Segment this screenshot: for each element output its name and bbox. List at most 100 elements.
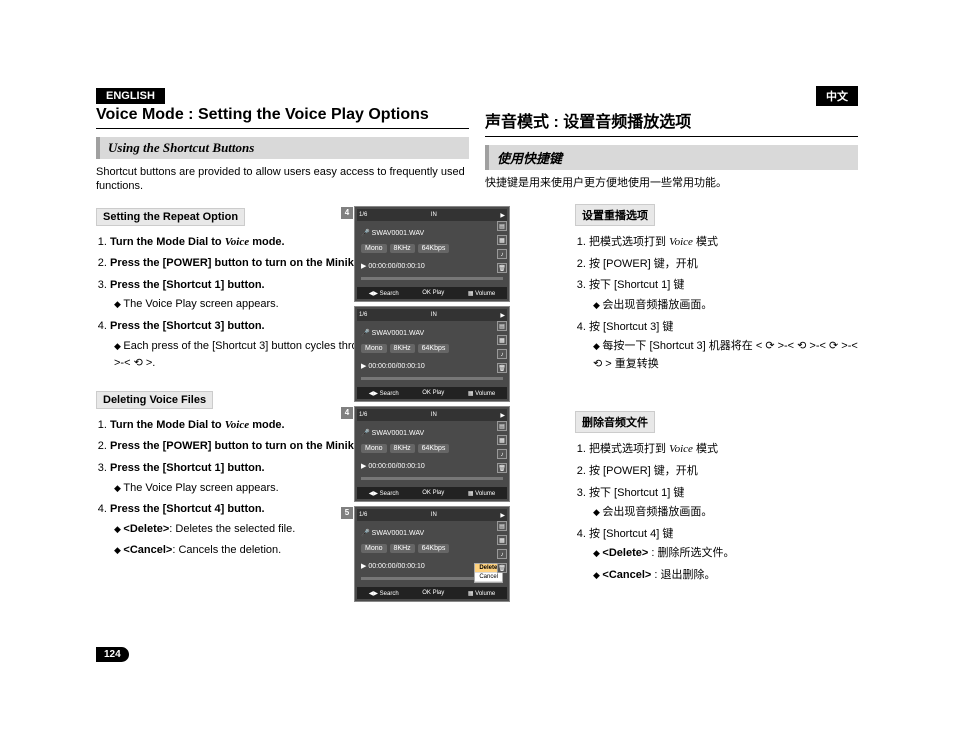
sc2-kbps: 64Kbps [418, 344, 450, 353]
sc4-count: 1/6 [359, 512, 367, 518]
page-number: 124 [96, 647, 129, 662]
intro-en: Shortcut buttons are provided to allow u… [96, 165, 469, 194]
step-badge-4b: 4 [341, 407, 353, 419]
sc3-kbps: 64Kbps [418, 444, 450, 453]
section-repeat-header-zh: 设置重播选项 [575, 204, 655, 226]
page-title-zh: 声音模式 : 设置音频播放选项 [485, 108, 858, 137]
s2-3: Press the [Shortcut 1] button. [110, 462, 265, 474]
r2-1b: 模式 [693, 443, 718, 455]
sc1-time: 00:00:00/00:00:10 [368, 263, 424, 270]
sc2-count: 1/6 [359, 312, 367, 318]
r2-4sub2k: <Cancel> [602, 569, 651, 581]
trash-icon: 🗑 [497, 363, 507, 373]
screen-3: 4 1/6IN▶ 🎤 SWAV0001.WAV Mono8KHz64Kbps ▶… [354, 406, 510, 502]
eq-icon: ♪ [497, 449, 507, 459]
repeat-steps-zh: 把模式选项打到 Voice 模式 按 [POWER] 键，开机 按下 [Shor… [575, 234, 858, 373]
r2-3: 按下 [Shortcut 1] 键 [589, 487, 684, 499]
sc4-file: 🎤 SWAV0001.WAV [357, 529, 507, 537]
s2-1mode: Voice [225, 419, 249, 431]
trash-icon: 🗑 [497, 463, 507, 473]
sc2-file: 🎤 SWAV0001.WAV [357, 329, 507, 337]
s2-1a: Turn the Mode Dial to [110, 419, 225, 431]
screen-2: 1/6IN▶ 🎤 SWAV0001.WAV Mono8KHz64Kbps ▶ 0… [354, 306, 510, 402]
r2-4sub1t: : 删除所选文件。 [648, 547, 734, 559]
section-repeat-header: Setting the Repeat Option [96, 208, 245, 226]
s2-1b: mode. [249, 419, 284, 431]
r1-3: 按下 [Shortcut 1] 键 [589, 279, 684, 291]
screen-4: 5 1/6IN▶ 🎤 SWAV0001.WAV Mono8KHz64Kbps ▶… [354, 506, 510, 602]
photo-icon: ▦ [497, 535, 507, 545]
s2-4: Press the [Shortcut 4] button. [110, 503, 265, 515]
r2-4sub1k: <Delete> [602, 547, 648, 559]
step-badge-5: 5 [341, 507, 353, 519]
sc3-in: IN [431, 412, 437, 418]
screen-1: 4 1/6IN▶ 🎤 SWAV0001.WAV Mono8KHz64Kbps ▶… [354, 206, 510, 302]
sc3-vol: ▦ Volume [468, 490, 495, 497]
sc2-time: 00:00:00/00:00:10 [368, 363, 424, 370]
subtitle-en: Using the Shortcut Buttons [96, 137, 469, 159]
r1-1mode: Voice [669, 236, 693, 248]
folder-icon: ▤ [497, 521, 507, 531]
sc1-mono: Mono [361, 244, 387, 253]
s1-3: Press the [Shortcut 1] button. [110, 279, 265, 291]
r2-4: 按 [Shortcut 4] 键 [589, 528, 673, 540]
s1-1a: Turn the Mode Dial to [110, 236, 225, 248]
lang-tag-chinese: 中文 [816, 86, 858, 106]
sc4-play: OK Play [422, 590, 444, 596]
sc4-time: 00:00:00/00:00:10 [368, 563, 424, 570]
sc1-play: OK Play [422, 290, 444, 296]
r1-1a: 把模式选项打到 [589, 236, 669, 248]
photo-icon: ▦ [497, 435, 507, 445]
sc1-khz: 8KHz [390, 244, 415, 253]
s1-1b: mode. [249, 236, 284, 248]
intro-zh: 快捷键是用来使用户更方便地使用一些常用功能。 [485, 176, 858, 190]
sc3-play: OK Play [422, 490, 444, 496]
eq-icon: ♪ [497, 249, 507, 259]
device-screenshots: 4 1/6IN▶ 🎤 SWAV0001.WAV Mono8KHz64Kbps ▶… [354, 206, 510, 602]
r2-1a: 把模式选项打到 [589, 443, 669, 455]
r2-4sub2t: : 退出删除。 [651, 569, 715, 581]
sc2-khz: 8KHz [390, 344, 415, 353]
sc3-count: 1/6 [359, 412, 367, 418]
sc1-kbps: 64Kbps [418, 244, 450, 253]
r1-2: 按 [POWER] 键，开机 [589, 258, 698, 270]
trash-icon: 🗑 [497, 563, 507, 573]
sc4-khz: 8KHz [390, 544, 415, 553]
sc3-search: ◀▶ Search [369, 490, 399, 497]
delete-steps-zh: 把模式选项打到 Voice 模式 按 [POWER] 键，开机 按下 [Shor… [575, 441, 858, 584]
r1-1b: 模式 [693, 236, 718, 248]
sc4-vol: ▦ Volume [468, 590, 495, 597]
section-delete-header-zh: 删除音频文件 [575, 411, 655, 433]
photo-icon: ▦ [497, 335, 507, 345]
sc3-khz: 8KHz [390, 444, 415, 453]
s2-4sub2t: : Cancels the deletion. [172, 544, 281, 556]
sc1-file: 🎤 SWAV0001.WAV [357, 229, 507, 237]
sc2-vol: ▦ Volume [468, 390, 495, 397]
r1-4sub: 每按一下 [Shortcut 3] 机器将在 < ⟳ >-< ⟲ >-< ⟳ >… [593, 338, 858, 373]
sc1-in: IN [431, 212, 437, 218]
s2-4sub1k: <Delete> [123, 523, 169, 535]
r2-2: 按 [POWER] 键，开机 [589, 465, 698, 477]
s2-4sub1t: : Deletes the selected file. [169, 523, 295, 535]
sc3-file: 🎤 SWAV0001.WAV [357, 429, 507, 437]
r2-1mode: Voice [669, 443, 693, 455]
subtitle-zh: 使用快捷键 [485, 145, 858, 170]
r2-3sub: 会出现音频播放画面。 [593, 504, 858, 522]
r2-4sub2: <Cancel> : 退出删除。 [593, 567, 858, 585]
sc2-search: ◀▶ Search [369, 390, 399, 397]
sc4-mono: Mono [361, 544, 387, 553]
eq-icon: ♪ [497, 349, 507, 359]
popup-cancel: Cancel [475, 573, 502, 582]
folder-icon: ▤ [497, 321, 507, 331]
r2-4sub1: <Delete> : 删除所选文件。 [593, 545, 858, 563]
sc3-time: 00:00:00/00:00:10 [368, 463, 424, 470]
trash-icon: 🗑 [497, 263, 507, 273]
sc2-mono: Mono [361, 344, 387, 353]
folder-icon: ▤ [497, 221, 507, 231]
sc4-in: IN [431, 512, 437, 518]
page-title-en: Voice Mode : Setting the Voice Play Opti… [96, 106, 469, 129]
step-badge-4a: 4 [341, 207, 353, 219]
section-delete-header: Deleting Voice Files [96, 391, 213, 409]
photo-icon: ▦ [497, 235, 507, 245]
sc4-kbps: 64Kbps [418, 544, 450, 553]
